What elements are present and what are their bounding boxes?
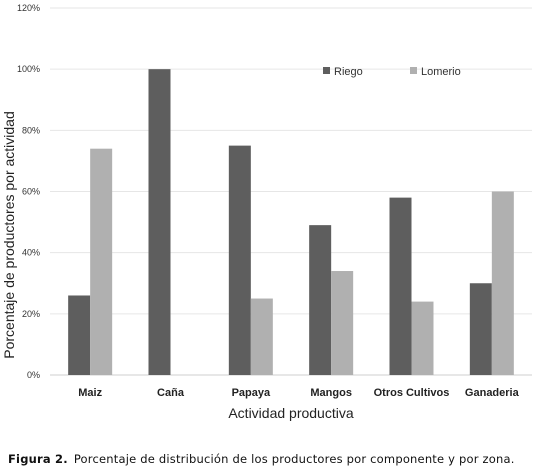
- figure-caption: Figura 2. Porcentaje de distribución de l…: [8, 452, 515, 466]
- x-axis-title: Actividad productiva: [228, 405, 354, 421]
- y-tick-label: 20%: [22, 309, 40, 319]
- x-category-label: Otros Cultivos: [374, 387, 450, 399]
- bar-lomerio-2: [250, 298, 273, 375]
- y-tick-label: 40%: [22, 248, 40, 258]
- bar-lomerio-4: [411, 301, 434, 375]
- gridlines: [50, 7, 532, 376]
- y-tick-label: 80%: [22, 125, 40, 135]
- bar-riego-4: [389, 197, 412, 375]
- y-tick-label: 100%: [17, 64, 40, 74]
- bar-riego-2: [228, 145, 251, 375]
- bar-riego-3: [309, 225, 332, 375]
- y-tick-label: 0%: [27, 370, 40, 380]
- x-category-label: Papaya: [232, 387, 271, 399]
- legend-swatch-riego: [323, 67, 330, 74]
- legend-swatch-lomerio: [410, 67, 417, 74]
- bar-chart: 0% 20% 40% 60% 80% 100% 120% Maiz Caña Papaya Man…: [1, 3, 532, 421]
- y-axis-title: Porcentaje de productores por actividad: [1, 111, 17, 358]
- figure-caption-text: Porcentaje de distribución de los produc…: [73, 452, 515, 466]
- x-category-label: Ganaderia: [465, 387, 520, 399]
- y-axis-ticks: 0% 20% 40% 60% 80% 100% 120%: [17, 3, 40, 380]
- bar-lomerio-0: [90, 148, 113, 375]
- x-category-label: Maiz: [78, 387, 102, 399]
- bar-riego-5: [469, 283, 492, 375]
- bars: [68, 69, 514, 376]
- y-tick-label: 60%: [22, 187, 40, 197]
- bar-lomerio-3: [331, 271, 354, 375]
- bar-riego-1: [148, 69, 171, 376]
- legend-label-lomerio: Lomerio: [421, 66, 461, 78]
- x-category-label: Mangos: [310, 387, 352, 399]
- y-tick-label: 120%: [17, 3, 40, 13]
- x-category-label: Caña: [157, 387, 185, 399]
- legend-label-riego: Riego: [334, 66, 363, 78]
- figure-label: Figura 2.: [8, 452, 68, 466]
- x-axis-categories: Maiz Caña Papaya Mangos Otros Cultivos Ganade…: [78, 387, 519, 399]
- legend: Riego Lomerio: [323, 66, 461, 78]
- bar-lomerio-5: [491, 191, 514, 375]
- bar-riego-0: [68, 295, 91, 375]
